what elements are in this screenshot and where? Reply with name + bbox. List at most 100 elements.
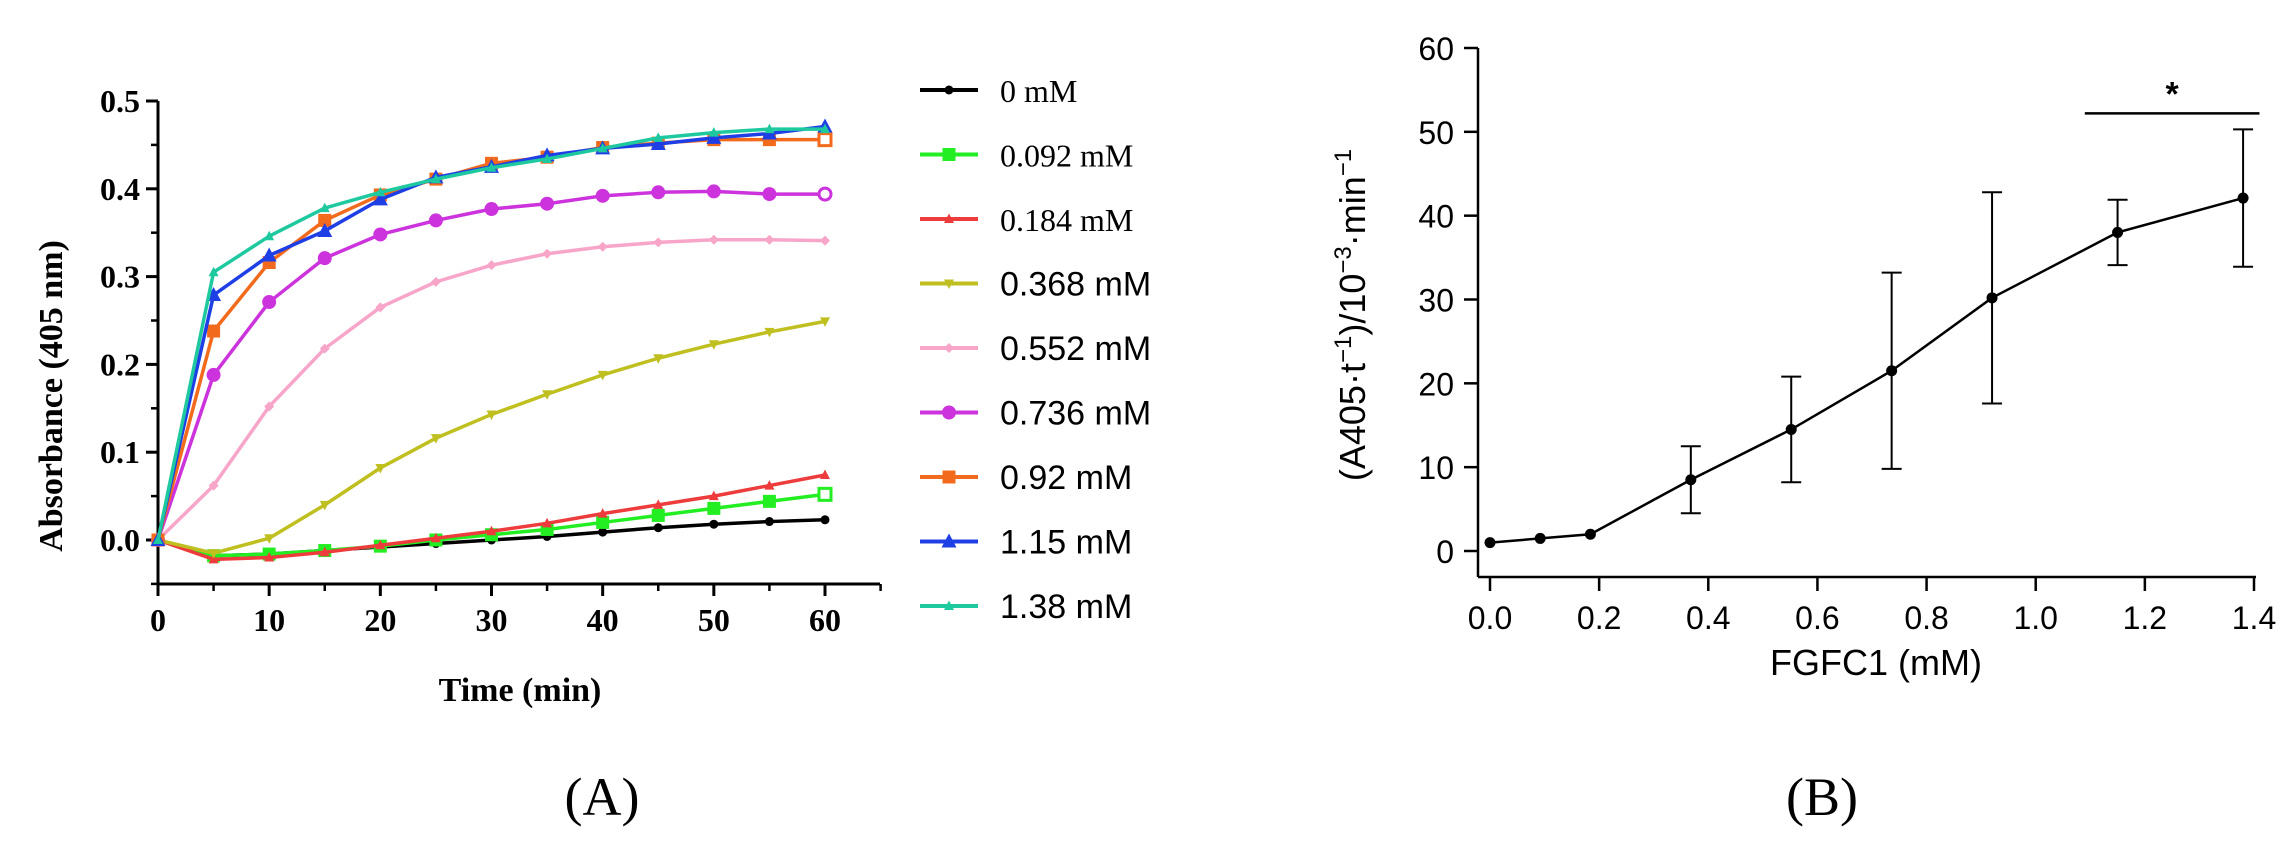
legend-marker [944, 279, 954, 289]
data-point [596, 515, 610, 529]
data-point [317, 222, 333, 237]
y-label-part-1: (A405·t [1332, 363, 1373, 481]
data-point [817, 132, 833, 148]
data-point [1685, 474, 1697, 486]
data-point [651, 185, 666, 200]
data-point [597, 142, 608, 153]
series-0-736-mM [151, 184, 833, 547]
data-point [372, 191, 388, 206]
legend-item: 0.92 mM [920, 459, 1132, 497]
data-point [208, 266, 219, 277]
x-tick-label: 30 [476, 602, 508, 638]
legend-label: 0.092 mM [1000, 138, 1133, 174]
x-tick-label: 1.4 [2232, 600, 2276, 636]
data-point [1534, 532, 1546, 544]
legend-marker [944, 343, 954, 353]
legend-item: 0.368 mM [920, 266, 1151, 304]
data-point [1785, 423, 1797, 435]
data-point [2237, 192, 2249, 204]
legend-marker [942, 405, 956, 420]
x-tick-label: 0 [150, 602, 166, 638]
x-tick-label: 1.0 [2013, 600, 2057, 636]
data-point [486, 410, 497, 420]
data-point [484, 201, 499, 216]
legend-marker [944, 213, 954, 223]
y-tick-label: 0.5 [100, 83, 140, 119]
data-point [820, 515, 830, 525]
data-point [595, 188, 610, 203]
x-tick-label: 10 [253, 602, 285, 638]
y-label-sup-2: −3 [1330, 246, 1357, 273]
data-point [708, 340, 719, 350]
series-line [157, 319, 826, 555]
data-point [650, 136, 666, 151]
data-point [430, 173, 441, 184]
legend-item: 0 mM [920, 73, 1077, 109]
x-tick-label: 0.4 [1686, 600, 1730, 636]
data-point [486, 525, 497, 536]
data-point [208, 549, 219, 559]
data-point [653, 499, 664, 509]
data-point [264, 401, 275, 412]
significance-label: * [2166, 75, 2180, 113]
x-tick-label: 0.0 [1468, 600, 1512, 636]
legend-label: 1.38 mM [1000, 588, 1132, 626]
series-0-552-mM [153, 234, 830, 545]
data-point [207, 324, 221, 338]
panel-a-x-label: Time (min) [439, 672, 602, 709]
data-point [820, 235, 830, 246]
legend-item: 1.38 mM [920, 588, 1132, 626]
data-point [319, 500, 330, 511]
legend-label: 0.736 mM [1000, 395, 1151, 433]
y-tick-label: 40 [1418, 199, 1454, 235]
data-point [542, 390, 553, 400]
series-0-184-mM [153, 469, 830, 564]
data-point [264, 534, 275, 544]
data-point [373, 227, 388, 242]
data-point [1886, 365, 1898, 377]
data-point [653, 237, 664, 248]
data-point [706, 184, 721, 199]
y-label-sup-3: −1 [1330, 149, 1357, 176]
legend-item: 1.15 mM [920, 524, 1132, 562]
data-point [653, 523, 663, 533]
legend-label: 1.15 mM [1000, 524, 1132, 562]
data-point [653, 354, 664, 364]
data-point [708, 234, 719, 245]
panel-b-axes: 0.0 0.2 0.4 0.6 0.8 1.0 1.2 1.4 0 10 20 30 40 50 60 [1418, 31, 2276, 636]
panel-a-chart: 0 10 20 30 40 50 60 0.0 0.1 0.2 0.3 0.4 0.5 Time (mi… [33, 73, 1151, 827]
data-point [317, 251, 332, 266]
y-label-sup-1: −1 [1330, 336, 1357, 363]
legend-label: 0.368 mM [1000, 266, 1151, 304]
data-point [820, 123, 830, 134]
data-point [764, 480, 775, 490]
y-label-part-2: )/10 [1332, 274, 1373, 336]
legend-label: 0.92 mM [1000, 459, 1132, 497]
legend-item: 0.552 mM [920, 330, 1151, 368]
legend-marker [944, 85, 954, 95]
x-tick-label: 20 [364, 602, 396, 638]
legend-marker [942, 148, 956, 161]
panel-b-y-label: (A405·t−1)/10−3·min−1 [1330, 149, 1373, 481]
x-tick-label: 40 [587, 602, 619, 638]
legend-marker [941, 533, 957, 548]
data-point [764, 234, 775, 245]
x-tick-label: 0.6 [1795, 600, 1839, 636]
data-point [597, 370, 608, 381]
panel-a-series-group [150, 118, 833, 564]
data-point [653, 132, 664, 142]
legend-marker [942, 470, 956, 484]
data-point [764, 123, 775, 134]
data-point [261, 247, 277, 262]
legend-label: 0.552 mM [1000, 330, 1151, 368]
data-point [375, 302, 386, 313]
legend-item: 0.736 mM [920, 395, 1151, 433]
data-point [706, 129, 722, 144]
panel-a-axes: 0 10 20 30 40 50 60 0.0 0.1 0.2 0.3 0.4 0.5 [100, 83, 882, 638]
data-point [2112, 226, 2124, 238]
data-point [208, 480, 219, 491]
data-point [762, 494, 776, 508]
data-point [430, 276, 441, 287]
data-point [430, 532, 441, 543]
data-point [708, 490, 719, 501]
